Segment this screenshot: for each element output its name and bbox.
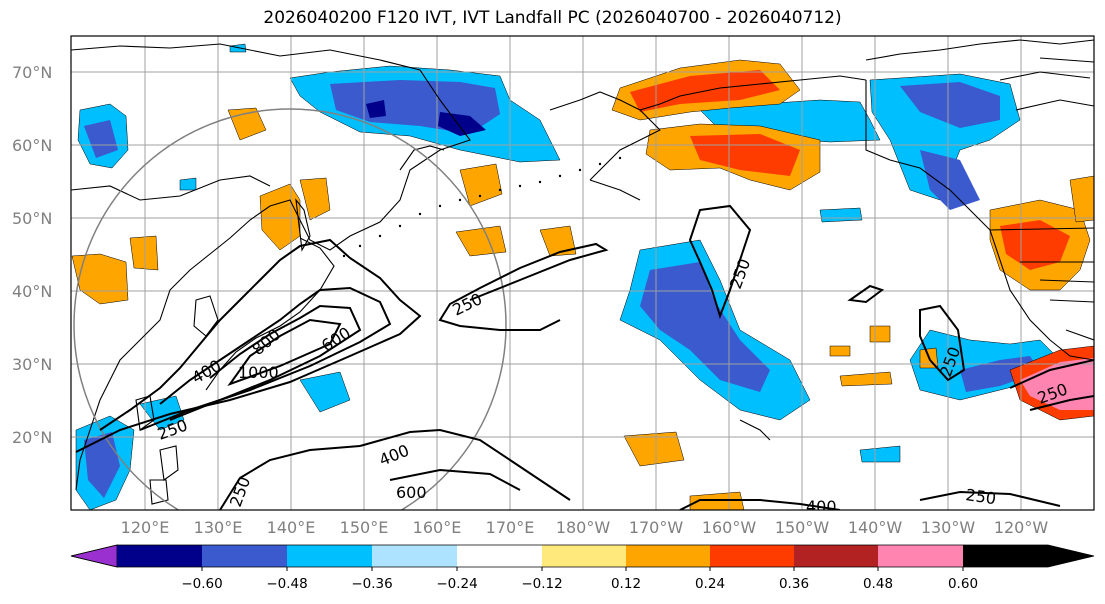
- latitude-labels: 70°N 60°N 50°N 40°N 30°N 20°N: [12, 63, 52, 447]
- lat-tick-label: 20°N: [12, 428, 52, 447]
- lon-tick-label: 140°W: [848, 518, 903, 537]
- contour-label: 1000: [238, 363, 279, 382]
- map-frame: [70, 35, 1095, 511]
- landfall-radius-circle: [73, 108, 507, 510]
- coastlines: [71, 39, 1094, 505]
- colorbar-tick-label: 0.48: [863, 576, 893, 592]
- colorbar-extend-max: [963, 545, 1094, 567]
- colorbar-tick-label: −0.48: [266, 576, 307, 592]
- colorbar-extend-min: [70, 544, 118, 568]
- contour-label: 400: [806, 497, 837, 516]
- lat-tick-label: 40°N: [12, 282, 52, 301]
- colorbar-segment: [287, 545, 372, 567]
- colorbar-segment: [794, 545, 878, 567]
- lon-tick-label: 130°E: [194, 518, 243, 537]
- colorbar-segment: [372, 545, 457, 567]
- lat-tick-label: 30°N: [12, 355, 52, 374]
- negative-pc-shading: [75, 43, 1061, 510]
- map-area: 250 250 250 250 250 250 250 400 400 400 …: [71, 36, 1094, 516]
- aleutian-islands: [342, 156, 622, 258]
- ivt-contours: [75, 204, 1094, 510]
- colorbar-tick-label: 0.24: [695, 576, 725, 592]
- lat-tick-label: 50°N: [12, 209, 52, 228]
- lon-tick-label: 180°W: [556, 518, 611, 537]
- contour-label: 600: [396, 483, 427, 502]
- lon-tick-label: 170°E: [486, 518, 535, 537]
- graticule: [71, 36, 1094, 510]
- lon-tick-label: 150°W: [775, 518, 830, 537]
- colorbar-tick-label: −0.60: [181, 576, 222, 592]
- lat-tick-label: 60°N: [12, 136, 52, 155]
- lon-tick-label: 160°W: [702, 518, 757, 537]
- colorbar-tick-label: 0.12: [611, 576, 641, 592]
- lon-tick-label: 120°E: [121, 518, 170, 537]
- lon-tick-label: 120°W: [994, 518, 1049, 537]
- lon-tick-label: 160°E: [413, 518, 462, 537]
- colorbar: −0.60 −0.48 −0.36 −0.24 −0.12 0.12 0.24 …: [70, 544, 1095, 592]
- colorbar-segment: [542, 545, 626, 567]
- colorbar-tick-label: −0.24: [436, 576, 477, 592]
- lat-tick-label: 70°N: [12, 63, 52, 82]
- colorbar-tick-label: −0.12: [521, 576, 562, 592]
- colorbar-segment: [626, 545, 710, 567]
- colorbar-tick-label: 0.36: [779, 576, 809, 592]
- map-title: 2026040200 F120 IVT, IVT Landfall PC (20…: [263, 8, 842, 28]
- colorbar-segment: [202, 545, 287, 567]
- longitude-labels: 120°E 130°E 140°E 150°E 160°E 170°E 180°…: [121, 518, 1049, 537]
- colorbar-segment: [457, 545, 542, 567]
- lon-tick-label: 130°W: [921, 518, 976, 537]
- colorbar-segment: [117, 545, 202, 567]
- colorbar-segment: [878, 545, 963, 567]
- colorbar-tick-label: 0.60: [948, 576, 978, 592]
- colorbar-tick-label: −0.36: [351, 576, 392, 592]
- colorbar-segment: [710, 545, 794, 567]
- contour-label: 250: [964, 485, 997, 508]
- lon-tick-label: 170°W: [629, 518, 684, 537]
- lon-tick-label: 140°E: [267, 518, 316, 537]
- lon-tick-label: 150°E: [340, 518, 389, 537]
